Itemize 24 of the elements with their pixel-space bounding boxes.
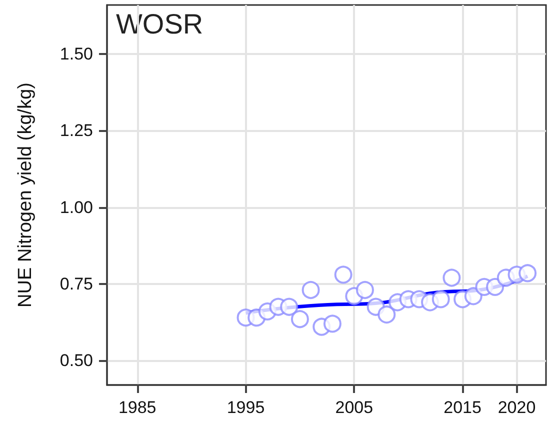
point xyxy=(442,268,461,287)
point xyxy=(280,298,298,316)
x-tick-label: 2015 xyxy=(444,398,482,417)
annotation: WOSR xyxy=(116,8,204,40)
y-tick-label: 0.50 xyxy=(60,350,93,370)
point xyxy=(323,314,342,333)
point xyxy=(334,266,352,284)
point xyxy=(378,306,396,324)
y-tick-label: 1.25 xyxy=(60,121,93,140)
y-tick-label: 0.75 xyxy=(60,274,93,294)
point xyxy=(464,287,482,306)
point xyxy=(432,290,450,308)
point xyxy=(290,310,309,328)
x-tick-label: 2020 xyxy=(498,398,536,417)
x-tick-label: 1985 xyxy=(118,398,156,417)
point xyxy=(302,281,320,299)
y-tick-label: 1.00 xyxy=(60,198,93,217)
point xyxy=(356,281,374,299)
point xyxy=(518,264,537,282)
x-tick-label: 2005 xyxy=(335,398,374,417)
y-tick-label: 1.50 xyxy=(60,44,93,64)
y-axis-title: NUE Nitrogen yield (kg/kg) xyxy=(15,82,36,308)
point xyxy=(486,278,504,296)
x-tick-label: 1995 xyxy=(226,398,265,417)
